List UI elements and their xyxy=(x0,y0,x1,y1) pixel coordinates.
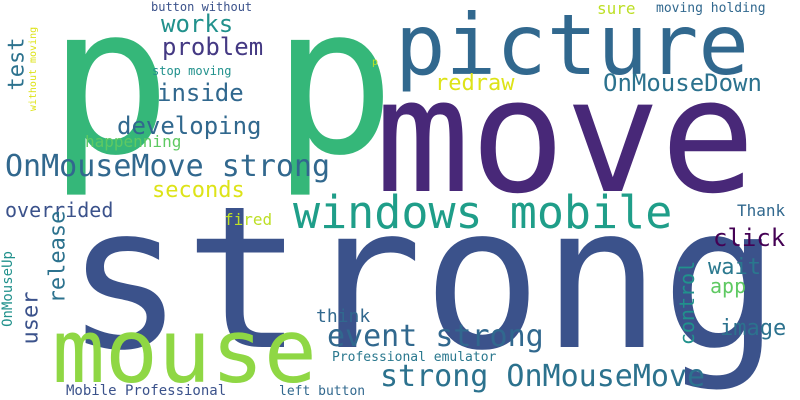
cloud-word: release xyxy=(45,210,71,304)
cloud-word: OnMouseDown xyxy=(603,69,762,97)
cloud-word: p xyxy=(48,0,172,201)
cloud-word: test xyxy=(4,37,30,91)
cloud-word: left button xyxy=(279,384,366,399)
cloud-word: control xyxy=(675,260,700,346)
cloud-word: works xyxy=(161,10,234,38)
cloud-word: strong OnMouseMove xyxy=(380,359,706,394)
cloud-word: sure xyxy=(597,0,636,18)
cloud-word: app xyxy=(710,274,747,298)
cloud-word: picture xyxy=(395,0,750,94)
cloud-word: moving holding xyxy=(656,1,766,16)
cloud-word: move xyxy=(375,45,756,229)
cloud-word: stop moving xyxy=(152,64,232,78)
cloud-word: problem xyxy=(162,33,264,61)
cloud-word: p xyxy=(272,0,396,201)
cloud-word: overrided xyxy=(5,198,114,222)
cloud-word: inside xyxy=(157,79,244,107)
cloud-word: think xyxy=(316,306,371,327)
cloud-word: event strong xyxy=(327,319,544,354)
cloud-word: button without xyxy=(151,0,253,14)
cloud-word: user xyxy=(18,291,44,345)
cloud-word: fired xyxy=(224,210,273,229)
cloud-word: p xyxy=(372,57,379,68)
cloud-word: OnMouseUp xyxy=(0,251,16,327)
cloud-word: Thank xyxy=(737,201,786,220)
cloud-word: without moving xyxy=(28,26,40,112)
cloud-word: wait xyxy=(708,255,761,280)
cloud-word: Mobile Professional xyxy=(66,383,227,399)
cloud-word: developing xyxy=(117,112,262,140)
cloud-word: click xyxy=(713,224,786,252)
cloud-word: strong xyxy=(65,163,781,394)
cloud-word: redraw xyxy=(435,71,515,96)
cloud-word: mouse xyxy=(52,300,317,400)
cloud-word: OnMouseMove strong xyxy=(5,149,331,184)
cloud-word: image xyxy=(720,316,787,341)
cloud-word: seconds xyxy=(152,178,245,203)
cloud-word: windows mobile xyxy=(293,186,673,239)
cloud-word: happenning xyxy=(85,132,182,151)
cloud-word: Professional emulator xyxy=(332,350,497,365)
